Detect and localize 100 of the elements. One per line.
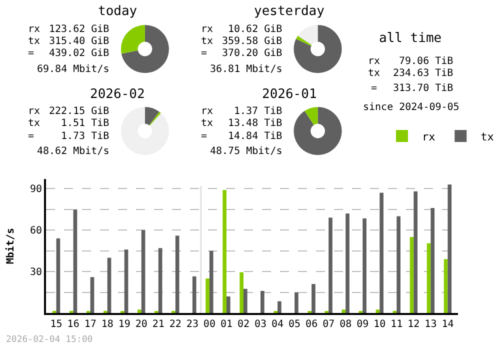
bar xyxy=(226,296,230,313)
bar xyxy=(346,214,350,313)
text: 123.62 GiB xyxy=(49,24,110,35)
text: 13.48 TiB xyxy=(228,118,282,129)
bar xyxy=(56,238,60,313)
donut-slice xyxy=(120,107,169,155)
y-tick-label: 60 xyxy=(30,226,42,237)
x-tick-label: 16 xyxy=(67,319,80,330)
text: = xyxy=(28,48,34,59)
text: 48.62 Mbit/s xyxy=(37,146,110,157)
donut-slice xyxy=(296,36,312,46)
x-tick-label: 04 xyxy=(272,319,284,330)
x-tick-label: 00 xyxy=(203,319,216,330)
x-tick-label: 06 xyxy=(306,319,318,330)
bar xyxy=(312,284,316,313)
text: rx xyxy=(368,56,380,67)
text: 313.70 TiB xyxy=(393,83,454,94)
donut-slice xyxy=(149,112,161,126)
x-tick-label: 01 xyxy=(220,319,232,330)
text: 2026-02-04 15:00 xyxy=(6,335,93,345)
text: 359.58 GiB xyxy=(222,36,282,47)
x-tick-label: 19 xyxy=(118,319,130,330)
text: 439.02 GiB xyxy=(49,48,110,59)
y-tick-label: 30 xyxy=(30,267,42,278)
text: tx xyxy=(201,118,214,129)
bar xyxy=(444,259,448,313)
bar xyxy=(342,310,346,313)
text: = xyxy=(371,83,378,94)
text: 315.40 GiB xyxy=(49,36,110,47)
donut-slice xyxy=(121,25,169,73)
text: = xyxy=(201,48,208,59)
bar xyxy=(240,272,244,313)
text: 69.84 Mbit/s xyxy=(37,64,110,75)
bar xyxy=(362,218,366,313)
text: rx xyxy=(201,106,214,117)
bar xyxy=(206,278,210,313)
donut-slice xyxy=(298,25,318,46)
bar xyxy=(376,310,380,313)
text: tx xyxy=(368,68,380,79)
donut-slice xyxy=(294,107,342,155)
text: = xyxy=(28,131,34,142)
text: all time xyxy=(379,31,442,46)
x-tick-label: 12 xyxy=(408,319,420,330)
text: rx xyxy=(28,106,40,117)
x-tick-label: 20 xyxy=(135,319,148,330)
bar xyxy=(430,208,435,313)
bar xyxy=(328,218,332,313)
text: 10.62 GiB xyxy=(228,24,282,35)
text: 370.20 GiB xyxy=(222,48,282,59)
bar xyxy=(426,243,431,313)
text: 1.51 TiB xyxy=(61,118,110,129)
x-tick-label: 15 xyxy=(50,319,62,330)
x-tick-label: 07 xyxy=(322,319,335,330)
bar xyxy=(73,209,78,313)
text: 1.37 TiB xyxy=(234,106,282,117)
bar xyxy=(243,288,248,313)
chart-title: yesterday xyxy=(254,4,325,19)
bar xyxy=(396,216,400,313)
y-tick-label: 90 xyxy=(30,184,42,196)
bar xyxy=(107,258,112,313)
text: 36.81 Mbit/s xyxy=(210,64,282,75)
donut-slice xyxy=(294,25,342,73)
bar xyxy=(209,250,214,313)
x-tick-label: 02 xyxy=(237,319,250,330)
text: 79.06 TiB xyxy=(399,56,454,67)
x-tick-label: 18 xyxy=(101,319,114,330)
y-axis-title: Mbit/s xyxy=(4,228,17,264)
x-tick-label: 22 xyxy=(169,319,182,330)
donut-slice xyxy=(120,25,145,54)
text: = xyxy=(201,131,208,142)
bar xyxy=(414,191,418,313)
text: tx xyxy=(28,36,40,47)
x-tick-label: 11 xyxy=(390,319,403,330)
bar xyxy=(141,230,146,313)
donut-slice xyxy=(144,107,160,126)
bar xyxy=(410,237,414,313)
text: tx xyxy=(201,36,214,47)
text: 234.63 TiB xyxy=(393,68,454,79)
bar xyxy=(448,184,452,313)
bar xyxy=(90,277,94,313)
x-tick-label: 23 xyxy=(186,319,198,330)
bar xyxy=(278,301,282,313)
bar xyxy=(192,276,196,313)
bar xyxy=(138,310,142,313)
x-tick-label: 05 xyxy=(288,319,301,330)
x-tick-label: 09 xyxy=(356,319,369,330)
chart-title: 2026-02 xyxy=(90,87,145,102)
bar xyxy=(294,292,298,313)
chart-title: 2026-01 xyxy=(262,87,317,102)
bar xyxy=(158,248,162,313)
bar xyxy=(222,190,226,313)
text: tx xyxy=(28,118,40,129)
x-tick-label: 17 xyxy=(84,319,96,330)
x-tick-label: 21 xyxy=(152,319,164,330)
text: 48.75 Mbit/s xyxy=(210,146,282,157)
text: rx xyxy=(28,24,40,35)
text: 1.73 TiB xyxy=(61,131,110,142)
chart-title: today xyxy=(98,4,138,19)
donut-slice xyxy=(304,107,318,125)
legend-label: rx xyxy=(422,130,436,144)
